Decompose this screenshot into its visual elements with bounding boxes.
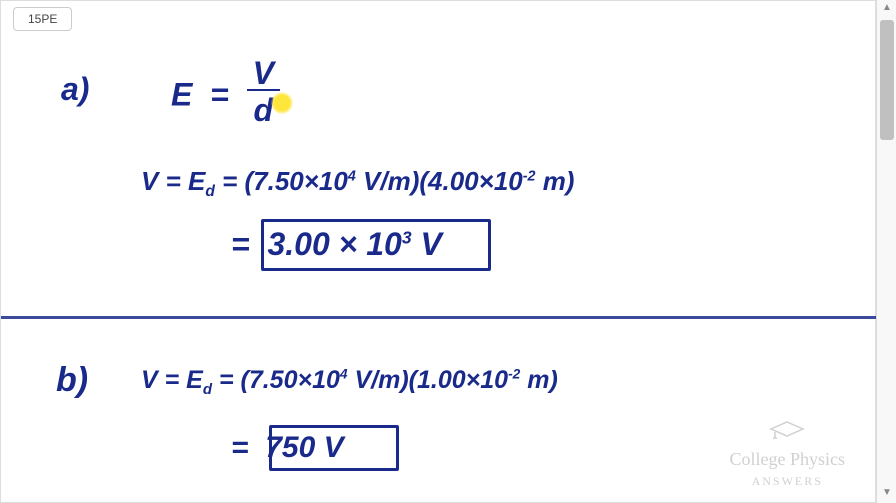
section-divider (1, 316, 877, 319)
graduation-cap-icon (730, 420, 846, 448)
part-a-label: a) (61, 71, 89, 108)
cursor-highlight-icon (271, 92, 293, 114)
frac-numerator: V (247, 57, 280, 91)
part-b-label: b) (56, 361, 88, 400)
tab-label: 15PE (28, 12, 57, 26)
vertical-scrollbar[interactable]: ▲ ▼ (876, 0, 896, 503)
watermark-line1: College Physics (730, 449, 846, 469)
watermark-line2: ANSWERS (752, 474, 823, 488)
part-b-substitution: V = Ed = (7.50×104 V/m)(1.00×10-2 m) (141, 366, 558, 398)
equals-b: = (231, 431, 249, 464)
equals: = (210, 77, 229, 113)
whiteboard-canvas: 15PE a) E = V d V = Ed = (7.50×104 V/m)(… (0, 0, 876, 503)
answer-box-a (261, 219, 491, 271)
scrollbar-thumb[interactable] (880, 20, 894, 140)
brand-watermark: College Physics ANSWERS (730, 420, 846, 490)
scroll-up-icon[interactable]: ▲ (880, 2, 894, 16)
scroll-down-icon[interactable]: ▼ (880, 487, 894, 501)
problem-tab[interactable]: 15PE (13, 7, 72, 31)
answer-box-b (269, 425, 399, 471)
equation-e-vd: E = V d (171, 61, 311, 133)
part-a-substitution: V = Ed = (7.50×104 V/m)(4.00×10-2 m) (141, 166, 574, 201)
lhs-E: E (171, 77, 192, 113)
equals-a: = (231, 226, 250, 262)
